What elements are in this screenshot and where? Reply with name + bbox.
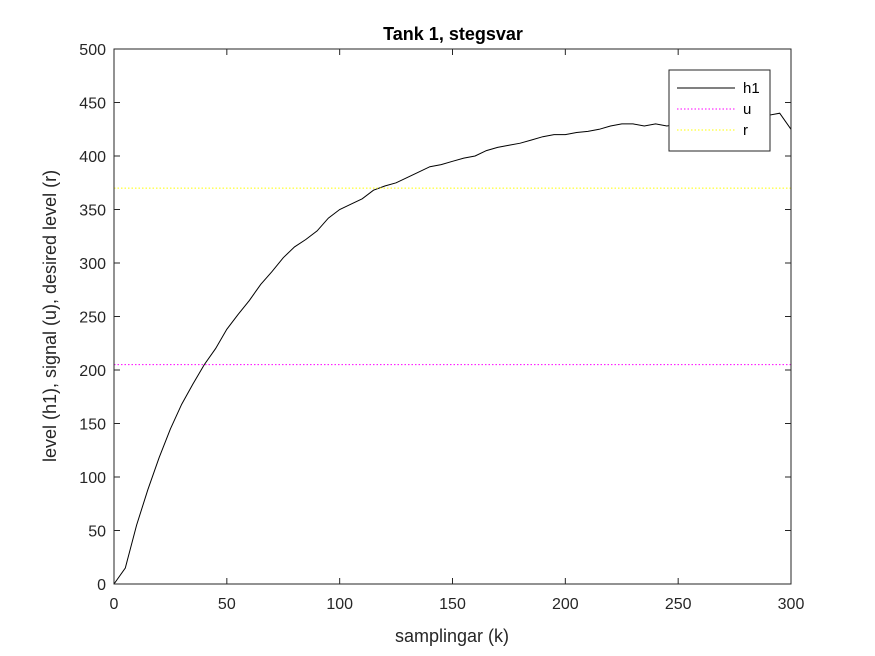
legend-label-u: u (743, 101, 751, 118)
y-tick-label: 150 (79, 417, 106, 434)
y-tick-label: 500 (79, 42, 106, 59)
y-tick-label: 0 (97, 577, 106, 594)
x-tick-label: 200 (552, 596, 579, 613)
legend: h1 ur (668, 69, 771, 152)
y-tick-label: 100 (79, 470, 106, 487)
y-tick-label: 350 (79, 203, 106, 220)
x-tick-label: 0 (110, 596, 119, 613)
y-tick-label: 200 (79, 363, 106, 380)
legend-label-r: r (743, 122, 748, 139)
y-tick-label: 300 (79, 256, 106, 273)
x-tick-label: 50 (218, 596, 236, 613)
legend-box (668, 69, 771, 152)
x-tick-label: 300 (778, 596, 805, 613)
y-axis: 0 50 100 150 200 250 300 350 400 450 500 (79, 42, 791, 594)
y-tick-label: 250 (79, 310, 106, 327)
x-tick-label: 100 (326, 596, 353, 613)
x-tick-label: 250 (665, 596, 692, 613)
y-tick-label: 400 (79, 149, 106, 166)
x-tick-label: 150 (439, 596, 466, 613)
legend-label-h1: h1 (743, 80, 760, 97)
x-axis: 0 50 100 150 200 250 300 (110, 49, 805, 613)
y-axis-label: level (h1), signal (u), desired level (r… (40, 170, 60, 462)
chart-title: Tank 1, stegsvar (383, 24, 523, 44)
y-tick-label: 450 (79, 96, 106, 113)
y-tick-label: 50 (88, 524, 106, 541)
x-axis-label: samplingar (k) (395, 626, 509, 646)
